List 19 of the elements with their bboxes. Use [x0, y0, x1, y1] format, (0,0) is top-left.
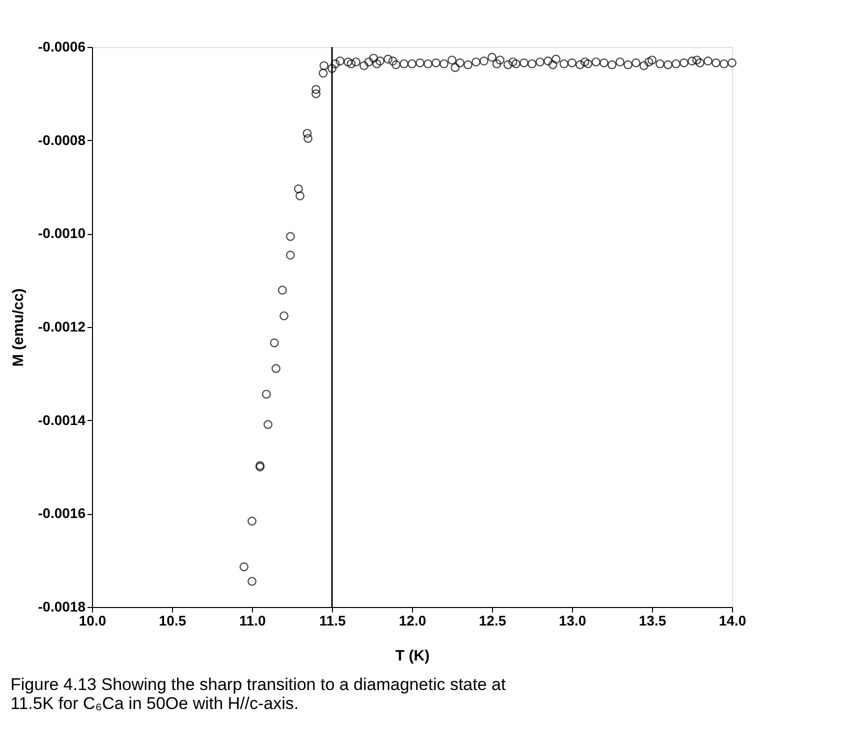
x-tick-label: 13.0: [558, 612, 586, 628]
x-tick-label: 12.5: [478, 612, 506, 628]
x-tick-label: 10.0: [78, 612, 106, 628]
x-tick-label: 14.0: [718, 612, 746, 628]
x-tick-label: 11.5: [319, 612, 346, 628]
x-tick-label: 11.0: [239, 612, 266, 628]
x-tick-label: 12.0: [398, 612, 426, 628]
y-tick-label: -0.0014: [38, 412, 86, 428]
y-tick-label: -0.0006: [38, 38, 86, 54]
x-tick-label: 10.5: [158, 612, 186, 628]
y-tick-label: -0.0012: [38, 318, 86, 334]
y-tick-label: -0.0010: [38, 225, 86, 242]
x-tick-label: 13.5: [638, 612, 666, 628]
y-tick-label: -0.0016: [38, 505, 86, 522]
caption: Figure 4.13 Showing the sharp transition to a diamagnetic state at 11.5K for C₆Ca in 50Oe with H//c-axis.: [10, 675, 506, 713]
x-axis-title: T (K): [395, 648, 430, 664]
y-tick-label: -0.0008: [38, 132, 86, 148]
y-axis-title: M (emu/cc): [10, 288, 28, 367]
y-tick-label: -0.0018: [38, 598, 86, 614]
